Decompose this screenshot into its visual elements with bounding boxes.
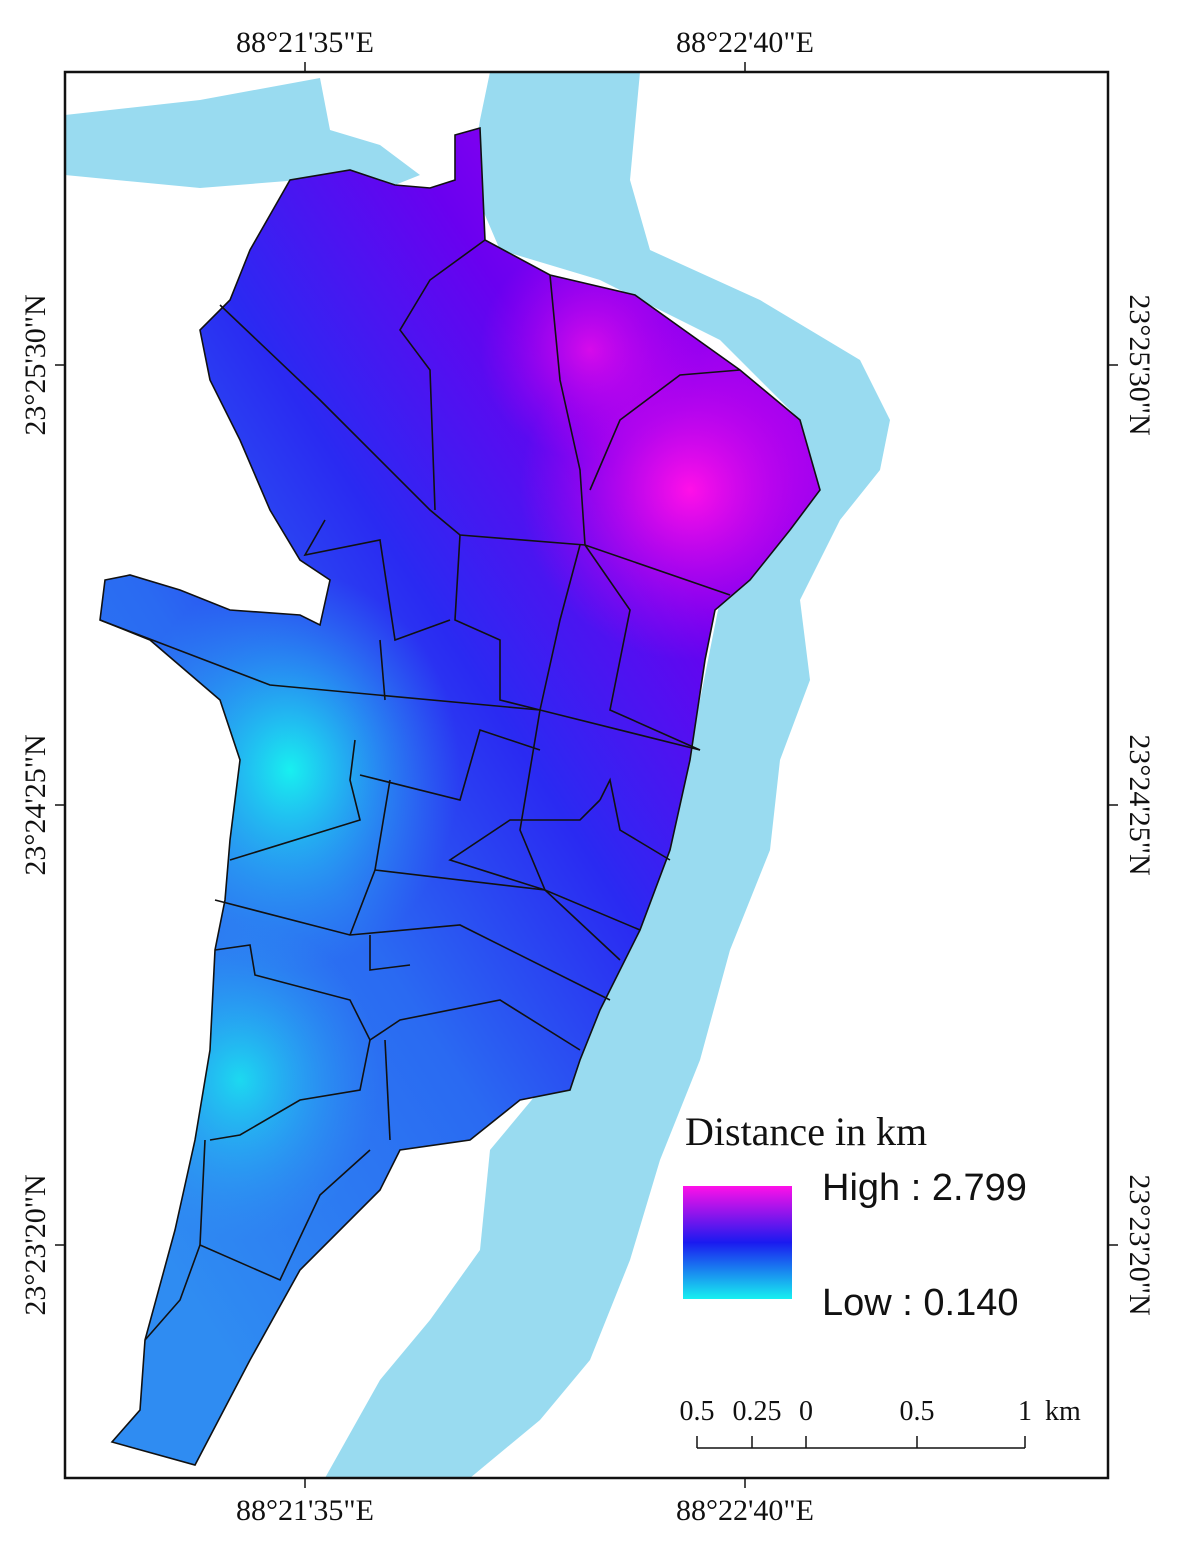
left-coord-label: 23°25'30"N (19, 294, 52, 435)
graticule-ticks (55, 62, 1118, 1488)
bottom-coord-label: 88°22'40"E (676, 1494, 814, 1527)
scale-unit: km (1045, 1396, 1081, 1427)
scale-label: 0.25 (733, 1396, 782, 1427)
right-coord-label: 23°23'20"N (1123, 1174, 1156, 1315)
scale-label: 0 (799, 1396, 813, 1427)
left-coord-label: 23°24'25"N (19, 734, 52, 875)
right-coord-label: 23°25'30"N (1123, 294, 1156, 435)
ward-boundaries (99, 239, 741, 1341)
left-coord-label: 23°23'20"N (19, 1174, 52, 1315)
legend: Distance in km High : 2.799 Low : 0.140 (683, 1109, 1027, 1324)
legend-high: High : 2.799 (822, 1167, 1027, 1209)
river (65, 72, 890, 1478)
top-coord-label: 88°21'35"E (236, 26, 374, 59)
legend-low: Low : 0.140 (822, 1282, 1018, 1324)
legend-ramp (683, 1186, 792, 1299)
legend-title: Distance in km (685, 1109, 927, 1154)
scale-label: 0.5 (680, 1396, 715, 1427)
scale-label: 0.5 (900, 1396, 935, 1427)
scale-bar (696, 1436, 1026, 1449)
scale-label: 1 (1018, 1396, 1032, 1427)
right-coord-label: 23°24'25"N (1123, 734, 1156, 875)
bottom-coord-label: 88°21'35"E (236, 1494, 374, 1527)
top-coord-label: 88°22'40"E (676, 26, 814, 59)
map-frame (63, 70, 1110, 1480)
